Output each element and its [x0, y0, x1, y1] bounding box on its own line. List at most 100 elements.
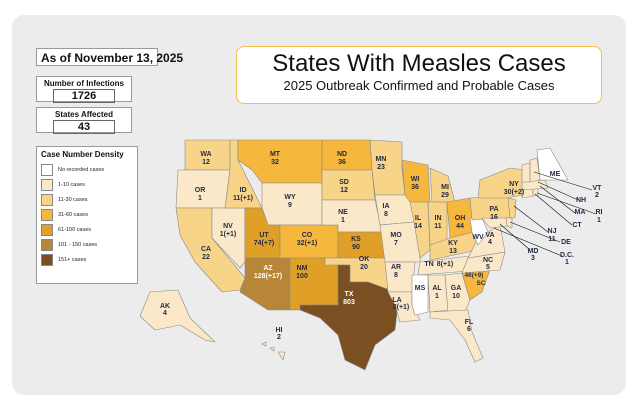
- label-or-abbr: OR: [195, 187, 206, 194]
- label-mn-abbr: MN: [376, 156, 387, 163]
- label-hi-abbr: HI: [276, 327, 283, 334]
- state-ak[interactable]: [139, 289, 216, 343]
- label-va-cases: 4: [488, 239, 492, 246]
- legend-label: 31-60 cases: [58, 211, 88, 218]
- state-ks[interactable]: [337, 231, 386, 259]
- state-mt[interactable]: [237, 139, 323, 184]
- state-hi[interactable]: [269, 346, 275, 352]
- label-or-cases: 1: [198, 195, 202, 202]
- label-la-cases: 3(+1): [393, 304, 410, 311]
- label-nd-cases: 36: [338, 159, 346, 166]
- label-dc-abbr: D.C.: [560, 252, 574, 259]
- label-mt-cases: 32: [271, 159, 279, 166]
- legend-item: 151+ cases: [41, 252, 133, 267]
- states-affected-box: States Affected 43: [36, 107, 132, 134]
- svg-text:46(+9)SC: 46(+9) SC: [465, 272, 486, 287]
- label-ne-cases: 1: [341, 217, 345, 224]
- legend: Case Number Density No recorded cases 1-…: [36, 146, 138, 284]
- label-ky-abbr: KY: [448, 240, 458, 247]
- map-subtitle: 2025 Outbreak Confirmed and Probable Cas…: [283, 78, 555, 93]
- svg-text:ME: ME: [550, 171, 561, 178]
- state-ga[interactable]: [444, 272, 471, 313]
- legend-item: No recorded cases: [41, 162, 133, 177]
- svg-text:D.C.1: D.C. 1: [560, 252, 574, 266]
- label-id-cases: 11(+1): [233, 195, 253, 202]
- svg-text:TN8(+1): TN 8(+1): [424, 261, 453, 268]
- svg-text:VA4: VA 4: [485, 232, 494, 246]
- legend-item: 101 - 150 cases: [41, 237, 133, 252]
- label-fl-cases: 6: [467, 326, 471, 333]
- infections-box: Number of Infections 1726: [36, 76, 132, 103]
- svg-text:AK4: AK 4: [160, 303, 170, 317]
- state-vt[interactable]: [521, 162, 531, 183]
- label-al-abbr: AL: [432, 285, 442, 292]
- label-az-cases: 128(+17): [254, 273, 282, 280]
- state-hi[interactable]: [261, 341, 267, 347]
- label-va-abbr: VA: [485, 232, 494, 239]
- state-fl[interactable]: [429, 309, 484, 363]
- label-mo-cases: 7: [394, 240, 398, 247]
- svg-text:LA3(+1): LA 3(+1): [392, 297, 409, 311]
- label-ak-abbr: AK: [160, 303, 170, 310]
- label-ri-cases: 1: [597, 217, 601, 224]
- state-me[interactable]: [536, 147, 569, 181]
- label-ks-abbr: KS: [351, 236, 361, 243]
- label-wi-cases: 36: [411, 184, 419, 191]
- legend-swatch: [41, 178, 53, 191]
- label-nj-cases: 11: [548, 236, 556, 243]
- label-md-cases: 3: [531, 255, 535, 262]
- label-tx-cases: 803: [343, 299, 355, 306]
- svg-text:MA: MA: [575, 209, 586, 216]
- state-mn[interactable]: [369, 139, 406, 196]
- label-sc-cases: 46(+9): [465, 272, 484, 279]
- svg-text:NH: NH: [576, 197, 586, 204]
- label-ga-cases: 10: [452, 293, 460, 300]
- state-ms[interactable]: [411, 274, 429, 316]
- state-labels: WA 12 OR 1 CA 22 NV 1(+1) ID 11(+1) MT 32 WY 9 …: [160, 151, 603, 341]
- label-nc-abbr: NC: [483, 257, 493, 264]
- label-wa-abbr: WA: [200, 151, 211, 158]
- state-tx[interactable]: [299, 264, 399, 371]
- label-nv-cases: 1(+1): [220, 231, 237, 238]
- label-hi-cases: 2: [277, 334, 281, 341]
- svg-text:AR8: AR 8: [391, 264, 401, 279]
- label-mi-cases: 29: [441, 192, 449, 199]
- legend-title: Case Number Density: [41, 150, 124, 159]
- state-md[interactable]: [481, 217, 508, 229]
- label-nd-abbr: ND: [337, 151, 347, 158]
- legend-swatch: [41, 253, 53, 266]
- label-wy-abbr: WY: [284, 194, 296, 201]
- svg-text:NV1(+1): NV 1(+1): [220, 223, 237, 238]
- state-va[interactable]: [467, 224, 506, 259]
- label-oh-cases: 44: [456, 223, 464, 230]
- label-ne-abbr: NE: [338, 209, 348, 216]
- label-id-abbr: ID: [240, 187, 247, 194]
- label-wv-abbr: WV: [472, 234, 484, 241]
- state-hi[interactable]: [277, 351, 286, 361]
- label-mt-abbr: MT: [270, 151, 281, 158]
- state-il[interactable]: [409, 201, 431, 259]
- svg-text:MD3: MD 3: [528, 248, 539, 262]
- label-ga-abbr: GA: [451, 285, 462, 292]
- svg-text:MS: MS: [415, 285, 426, 292]
- infections-label: Number of Infections: [43, 79, 124, 88]
- svg-text:MO7: MO 7: [390, 232, 402, 247]
- label-dc-cases: 1: [565, 259, 569, 266]
- legend-swatch: [41, 238, 53, 251]
- svg-text:CT: CT: [572, 222, 582, 229]
- legend-label: No recorded cases: [58, 166, 105, 173]
- state-wy[interactable]: [261, 182, 323, 226]
- state-nj[interactable]: [507, 197, 517, 219]
- label-nj-abbr: NJ: [548, 228, 557, 235]
